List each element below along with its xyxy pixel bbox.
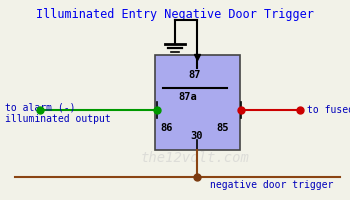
Text: the12volt.com: the12volt.com bbox=[141, 151, 250, 165]
Text: 87: 87 bbox=[189, 70, 201, 80]
Text: 87a: 87a bbox=[178, 92, 197, 102]
Text: negative door trigger: negative door trigger bbox=[210, 180, 333, 190]
Text: illuminated output: illuminated output bbox=[5, 114, 111, 124]
Text: 85: 85 bbox=[217, 123, 229, 133]
Text: 86: 86 bbox=[161, 123, 173, 133]
Bar bbox=[155, 55, 240, 150]
Text: Illuminated Entry Negative Door Trigger: Illuminated Entry Negative Door Trigger bbox=[36, 8, 314, 21]
Text: to fused 12V+: to fused 12V+ bbox=[307, 105, 350, 115]
Text: 30: 30 bbox=[191, 131, 203, 141]
Text: to alarm (-): to alarm (-) bbox=[5, 102, 76, 112]
